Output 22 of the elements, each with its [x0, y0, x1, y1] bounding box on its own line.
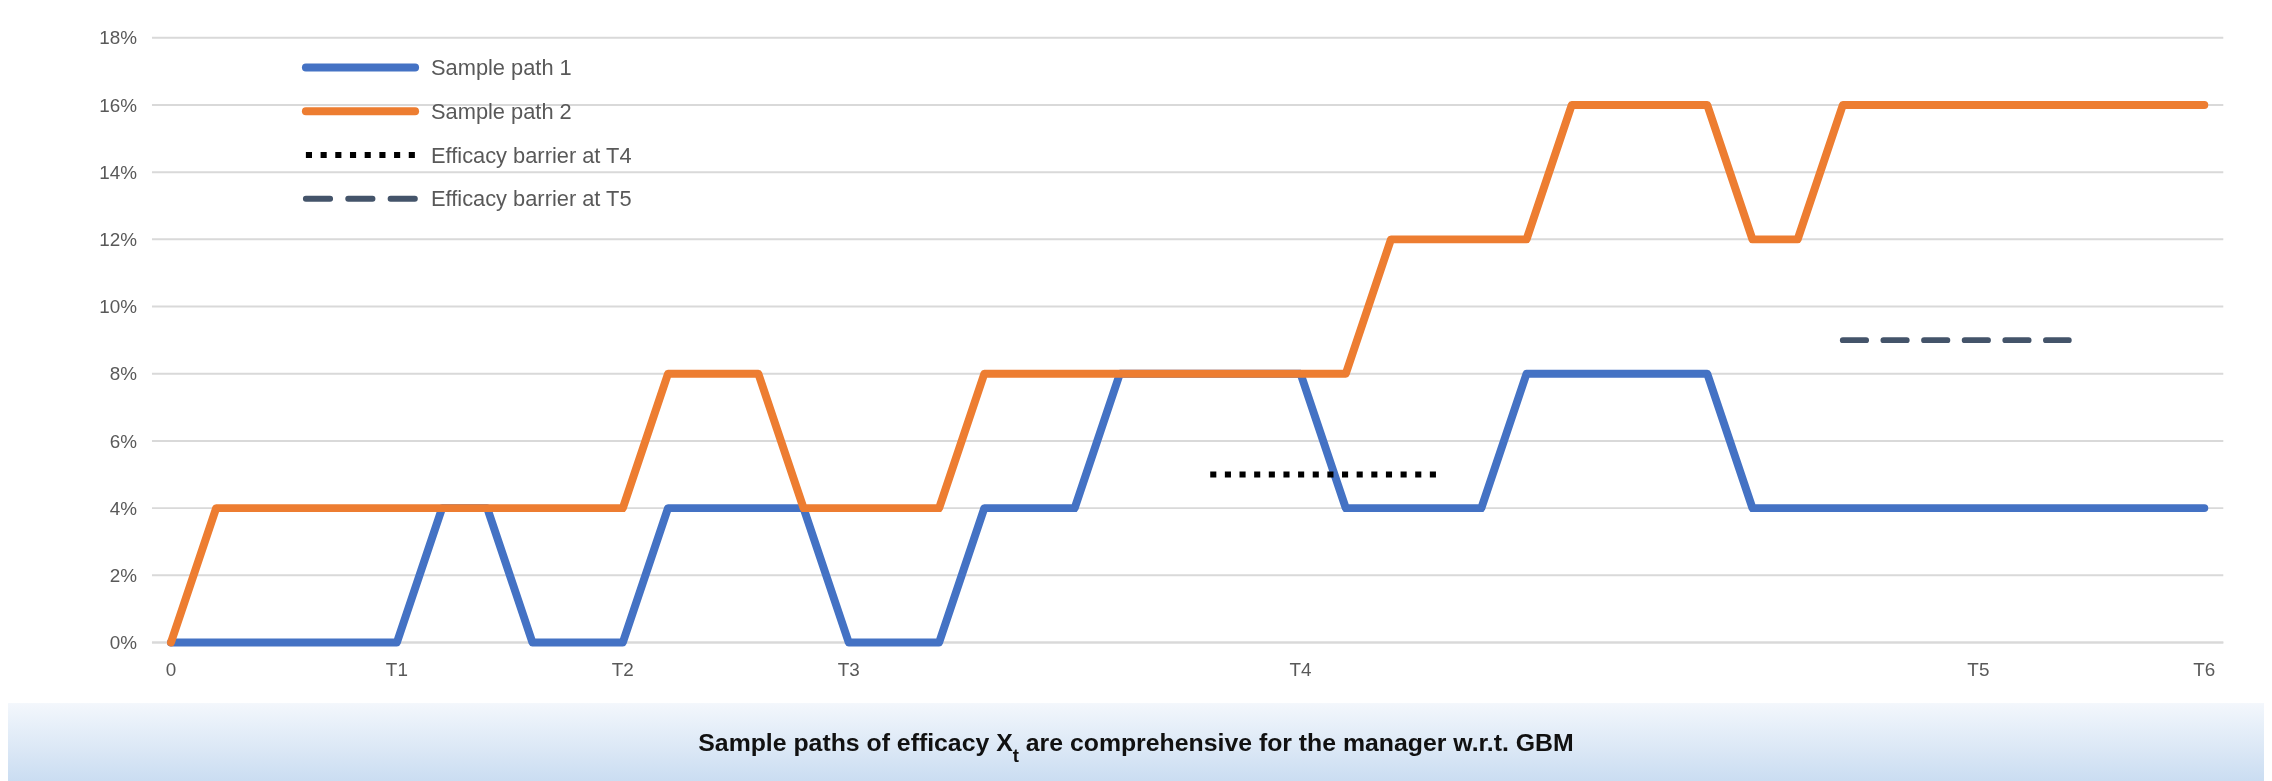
y-tick-label: 18% [99, 27, 138, 49]
x-tick-label: T5 [1967, 659, 1990, 681]
text: Sample paths of efficacy X$_{t}$ are comprehensive for the manager w.r.t. GBM [698, 728, 1574, 766]
y-tick-label: 4% [109, 497, 138, 519]
y-tick-label: 14% [99, 161, 138, 183]
legend-label: Efficacy barrier at T4 [431, 142, 632, 168]
x-tick-label: T1 [385, 659, 408, 681]
y-tick-label: 10% [99, 296, 138, 318]
x-tick-label: T2 [611, 659, 634, 681]
x-tick-label: T6 [2193, 659, 2216, 681]
x-tick-label: 0 [165, 659, 177, 681]
y-tick-label: 12% [99, 228, 138, 250]
y-tick-label: 0% [109, 632, 138, 654]
legend-label: Efficacy barrier at T5 [431, 186, 632, 212]
y-tick-label: 16% [99, 94, 138, 116]
y-tick-label: 2% [109, 564, 138, 586]
legend-label: Sample path 2 [431, 98, 572, 124]
legend-label: Sample path 1 [431, 55, 572, 81]
y-tick-label: 8% [109, 363, 138, 385]
x-tick-label: T4 [1289, 659, 1312, 681]
y-tick-label: 6% [109, 430, 138, 452]
x-tick-label: T3 [837, 659, 860, 681]
